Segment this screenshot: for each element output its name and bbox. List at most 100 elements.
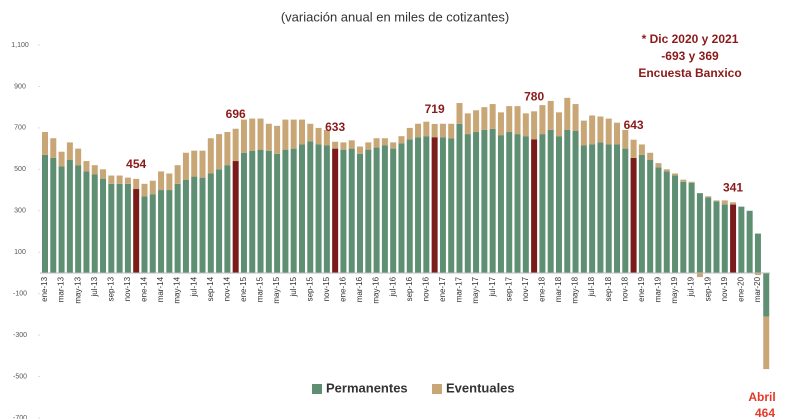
bar-segment	[746, 210, 753, 273]
bar-segment	[265, 150, 272, 273]
bar-segment	[124, 177, 131, 184]
bar-segment	[50, 138, 57, 158]
bar-segment	[191, 176, 198, 273]
bar-segment	[555, 112, 562, 137]
x-tick-label: mar-16	[355, 276, 364, 302]
bar-segment	[763, 272, 770, 317]
bar-segment	[473, 132, 480, 273]
bar-segment	[721, 200, 728, 205]
bar-segment	[564, 129, 571, 273]
bar-segment	[315, 127, 322, 145]
x-tick-label: ene-13	[40, 276, 49, 301]
bar-segment	[348, 148, 355, 273]
bar-segment	[663, 171, 670, 273]
data-label: 696	[226, 107, 246, 121]
bar-segment	[423, 136, 430, 273]
bar-segment	[597, 142, 604, 273]
data-label: 643	[624, 118, 644, 132]
x-tick-label: ene-14	[140, 276, 149, 301]
bar-segment	[182, 152, 189, 180]
bar-segment	[166, 173, 173, 191]
bar-segment	[464, 134, 471, 273]
bar-segment	[514, 134, 521, 273]
bar-segment	[415, 137, 422, 273]
bar-segment	[547, 100, 554, 130]
bar-segment	[754, 233, 761, 273]
y-tick-label: -300	[13, 332, 27, 339]
bar-segment	[381, 138, 388, 146]
bar-segment	[158, 190, 165, 273]
bar-segment	[663, 169, 670, 172]
bar-segment	[680, 181, 687, 273]
bar-segment	[373, 147, 380, 273]
bar-segment	[572, 104, 579, 131]
bar-segment	[141, 196, 148, 273]
bar-segment	[91, 165, 98, 175]
bar-segment	[713, 201, 720, 273]
bar-segment	[547, 129, 554, 273]
bar-segment	[730, 204, 737, 273]
bar-segment	[647, 160, 654, 273]
x-tick-label: sep-15	[305, 276, 314, 301]
note: -693 y 369	[661, 49, 719, 63]
bar-segment	[522, 113, 529, 137]
bar-segment	[66, 142, 73, 161]
bar-segment	[614, 122, 621, 145]
x-tick-label: jul-16	[388, 276, 397, 297]
y-tick-label: -500	[13, 373, 27, 380]
bar-segment	[58, 166, 65, 273]
bar-segment	[199, 150, 206, 178]
x-tick-label: mar-19	[654, 276, 663, 302]
bar-segment	[365, 142, 372, 150]
bar-segment	[398, 143, 405, 273]
bar-segment	[357, 153, 364, 273]
bar-segment	[655, 163, 662, 168]
bar-segment	[622, 148, 629, 273]
bar-segment	[514, 106, 521, 135]
bar-segment	[108, 175, 115, 184]
bar-segment	[191, 150, 198, 177]
bar-segment	[406, 127, 413, 140]
bar-segment	[448, 123, 455, 139]
note: Encuesta Banxico	[638, 66, 741, 80]
x-tick-label: jul-18	[587, 276, 596, 297]
bar-segment	[182, 179, 189, 273]
y-tick-label: 100	[14, 249, 26, 256]
bar-segment	[415, 123, 422, 138]
bar-segment	[506, 132, 513, 273]
x-tick-label: may-13	[73, 276, 82, 303]
bar-segment	[597, 116, 604, 143]
data-label: 719	[425, 102, 445, 116]
x-tick-label: mar-18	[554, 276, 563, 302]
bar-segment	[522, 136, 529, 273]
x-tick-label: nov-14	[222, 276, 231, 301]
bar-segment	[696, 272, 703, 278]
x-tick-label: mar-15	[256, 276, 265, 302]
bar-segment	[58, 151, 65, 167]
bar-segment	[158, 171, 165, 191]
x-tick-label: sep-14	[206, 276, 215, 301]
bar-segment	[481, 107, 488, 130]
bar-segment	[473, 110, 480, 133]
x-tick-label: may-19	[670, 276, 679, 303]
bar-segment	[489, 128, 496, 273]
bar-segment	[464, 113, 471, 135]
bar-segment	[431, 123, 438, 138]
x-tick-label: jul-17	[488, 276, 497, 297]
bar-segment	[539, 134, 546, 273]
bar-segment	[531, 139, 538, 273]
bar-segment	[75, 148, 82, 166]
bar-segment	[249, 150, 256, 273]
bar-segment	[290, 148, 297, 273]
bar-segment	[42, 154, 48, 273]
bar-segment	[257, 118, 264, 150]
bar-segment	[282, 149, 289, 273]
bar-segment	[224, 132, 231, 166]
bar-segment	[116, 175, 123, 184]
side-note: 464	[755, 406, 775, 419]
x-tick-label: may-15	[272, 276, 281, 303]
y-tick-label: 700	[14, 125, 26, 132]
x-tick-label: ene-19	[637, 276, 646, 301]
bar-segment	[323, 145, 330, 273]
